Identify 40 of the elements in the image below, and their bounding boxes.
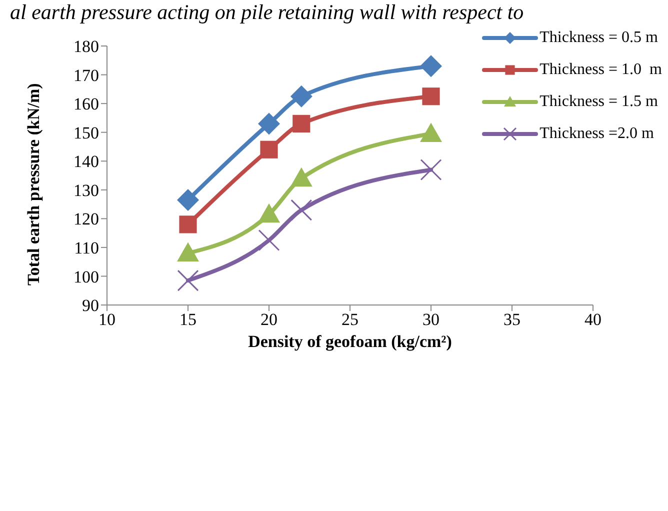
y-tick-label: 170 xyxy=(74,66,99,85)
point xyxy=(258,230,280,251)
point xyxy=(177,188,199,211)
point xyxy=(258,203,280,223)
point xyxy=(290,199,312,221)
legend-label: Thickness = 1.5 m xyxy=(540,93,658,111)
point xyxy=(420,122,442,142)
chart-title: al earth pressure acting on pile retaining wall with respect to xyxy=(10,0,524,24)
point xyxy=(422,88,440,106)
y-tick-label: 130 xyxy=(74,180,99,200)
y-tick-label: 180 xyxy=(74,37,99,56)
x-tick-label: 30 xyxy=(422,310,440,330)
x-tick-label: 25 xyxy=(342,310,358,330)
y-tick-label: 100 xyxy=(74,267,99,286)
y-tick-label: 150 xyxy=(74,123,99,142)
x-tick-label: 20 xyxy=(260,310,278,330)
x-axis-title: Density of geofoam (kg/cm²) xyxy=(248,332,452,351)
x-tick-label: 35 xyxy=(504,310,520,330)
legend-label: Thickness = 0.5 m xyxy=(540,29,658,47)
point xyxy=(290,167,312,187)
point xyxy=(258,112,280,135)
y-tick-label: 140 xyxy=(74,152,99,172)
point xyxy=(177,242,199,262)
point xyxy=(420,55,442,78)
point xyxy=(292,114,310,132)
point xyxy=(177,270,199,292)
y-tick-label: 120 xyxy=(74,210,99,229)
legend-label: Thickness = 1.0 m xyxy=(540,61,662,79)
legend-label: Thickness =2.0 m xyxy=(540,125,654,143)
point xyxy=(179,216,197,234)
x-tick-label: 40 xyxy=(584,310,602,330)
y-tick-label: 90 xyxy=(82,296,99,316)
point xyxy=(260,140,278,158)
x-tick-label: 15 xyxy=(180,310,196,330)
x-tick-label: 10 xyxy=(98,310,116,330)
y-tick-label: 160 xyxy=(74,94,99,114)
y-tick-label: 110 xyxy=(74,238,99,258)
point xyxy=(420,158,442,180)
y-axis-title: Total earth pressure (kN/m) xyxy=(24,83,44,286)
point xyxy=(290,85,312,108)
